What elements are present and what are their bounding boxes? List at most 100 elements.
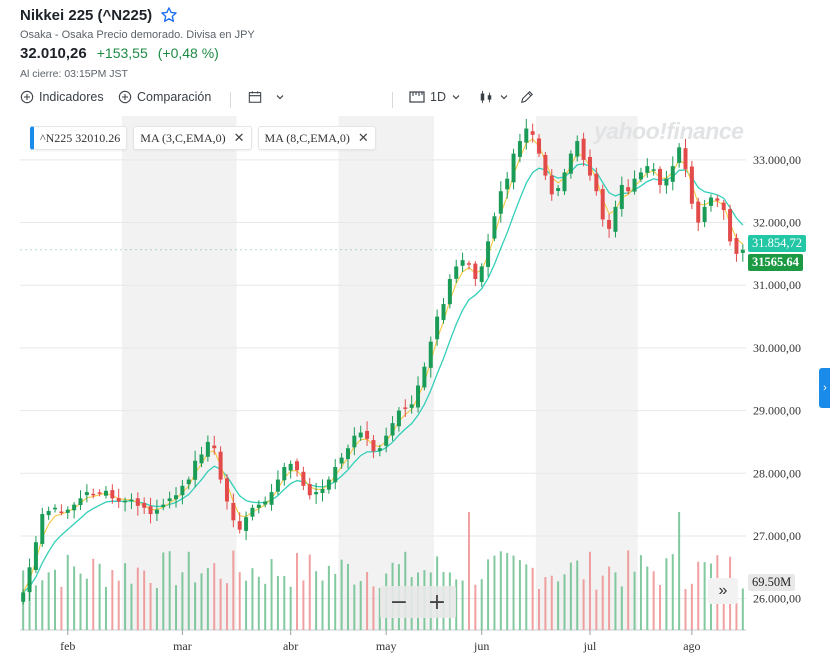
comparison-button[interactable]: Comparación: [118, 90, 211, 104]
date-range-button[interactable]: [248, 90, 285, 104]
legend-chips: ^N225 32010.26 MA (3,C,EMA,0) ✕ MA (8,C,…: [30, 126, 376, 150]
close-icon[interactable]: ✕: [357, 130, 369, 146]
candle-body: [231, 502, 236, 521]
volume-bar: [257, 576, 260, 630]
volume-bar: [264, 583, 267, 630]
pencil-icon: [521, 91, 533, 103]
volume-bar: [232, 550, 235, 630]
candle-body: [275, 479, 280, 492]
volume-bar: [506, 552, 509, 630]
candle-body: [511, 153, 516, 183]
x-tick-label: jun: [473, 639, 489, 653]
volume-bar: [518, 560, 521, 630]
candle-body: [250, 507, 255, 517]
candle-body: [473, 263, 478, 279]
star-icon[interactable]: [160, 6, 178, 24]
candle-body: [358, 432, 363, 438]
candle-body: [148, 506, 153, 515]
zoom-out-button[interactable]: −: [389, 589, 409, 615]
volume-bar: [130, 583, 133, 630]
candle-body: [199, 454, 204, 464]
candle-body: [339, 457, 344, 464]
interval-button[interactable]: 1D: [409, 90, 461, 104]
candle-body: [734, 237, 739, 254]
indicators-button[interactable]: Indicadores: [20, 90, 104, 104]
volume-bar: [47, 572, 50, 630]
chart-type-button[interactable]: [478, 90, 509, 104]
side-panel-toggle[interactable]: ›: [819, 368, 830, 408]
volume-bar: [353, 584, 356, 630]
volume-bar: [117, 580, 120, 630]
chip-ma8[interactable]: MA (8,C,EMA,0) ✕: [257, 126, 376, 150]
volume-bar: [340, 559, 343, 630]
indicators-label: Indicadores: [39, 90, 104, 104]
volume-bar: [346, 563, 349, 630]
candle-body: [460, 260, 465, 266]
scroll-to-latest-button[interactable]: »: [708, 578, 738, 604]
candle-body: [65, 509, 70, 513]
volume-bar: [283, 575, 286, 630]
x-tick-label: ago: [683, 639, 700, 653]
candle-body: [416, 385, 421, 408]
close-time: Al cierre: 03:15PM JST: [20, 68, 128, 80]
volume-bar: [79, 573, 82, 630]
candle-body: [403, 407, 408, 409]
volume-bar: [321, 580, 324, 630]
candle-body: [505, 178, 510, 190]
candle-body: [466, 263, 471, 265]
volume-bar: [276, 575, 279, 630]
chevron-right-icon: ›: [823, 382, 827, 394]
volume-bar: [225, 583, 228, 630]
volume-bar: [614, 572, 617, 630]
price-change: +153,55: [96, 45, 148, 61]
candle-body: [205, 441, 210, 457]
candle-body: [91, 493, 96, 496]
candle-body: [129, 499, 134, 502]
candle-body: [498, 191, 503, 214]
candle-body: [530, 131, 535, 135]
page-title: Nikkei 225 (^N225): [20, 6, 153, 24]
volume-bar: [251, 568, 254, 630]
candle-body: [72, 504, 77, 511]
candle-body: [333, 467, 338, 483]
zoom-in-button[interactable]: +: [427, 589, 447, 615]
price-chart[interactable]: 33.000,00 32.000,00 31.000,00 30.000,00 29.0…: [20, 116, 830, 670]
volume-bar: [467, 512, 470, 630]
draw-button[interactable]: [520, 90, 534, 104]
volume-bar: [557, 581, 560, 630]
volume-bar: [480, 579, 483, 630]
volume-bar: [327, 565, 330, 630]
candle-body: [594, 173, 599, 192]
candle-body: [282, 467, 287, 481]
candle-body: [53, 507, 58, 510]
candle-body: [645, 166, 650, 173]
volume-bar: [646, 566, 649, 630]
close-icon[interactable]: ✕: [233, 130, 245, 146]
volume-bar: [143, 570, 146, 630]
candle-body: [244, 517, 249, 531]
candle-body: [441, 304, 446, 320]
chip-symbol[interactable]: ^N225 32010.26: [30, 126, 128, 150]
volume-bar: [219, 578, 222, 630]
volume-bar: [620, 586, 623, 630]
volume-bar: [722, 580, 725, 630]
candle-body: [390, 423, 395, 436]
volume-bar: [487, 559, 490, 630]
x-tick-label: feb: [60, 639, 75, 653]
volume-bar: [671, 554, 674, 630]
volume-bar: [741, 588, 744, 630]
chip-ma3[interactable]: MA (3,C,EMA,0) ✕: [133, 126, 252, 150]
volume-bar: [372, 586, 375, 630]
volume-bar: [595, 589, 598, 630]
candle-body: [600, 189, 605, 220]
candle-body: [708, 197, 713, 206]
chart-area[interactable]: 33.000,00 32.000,00 31.000,00 30.000,00 29.0…: [20, 116, 830, 670]
candle-body: [549, 175, 554, 195]
yahoo-finance-watermark: yahoo!finance: [594, 118, 744, 144]
volume-bar: [136, 567, 139, 630]
candle-body: [619, 184, 624, 209]
candle-body: [524, 128, 529, 143]
volume-bar: [194, 582, 197, 630]
volume-bar: [66, 554, 69, 630]
candle-body: [696, 201, 701, 223]
